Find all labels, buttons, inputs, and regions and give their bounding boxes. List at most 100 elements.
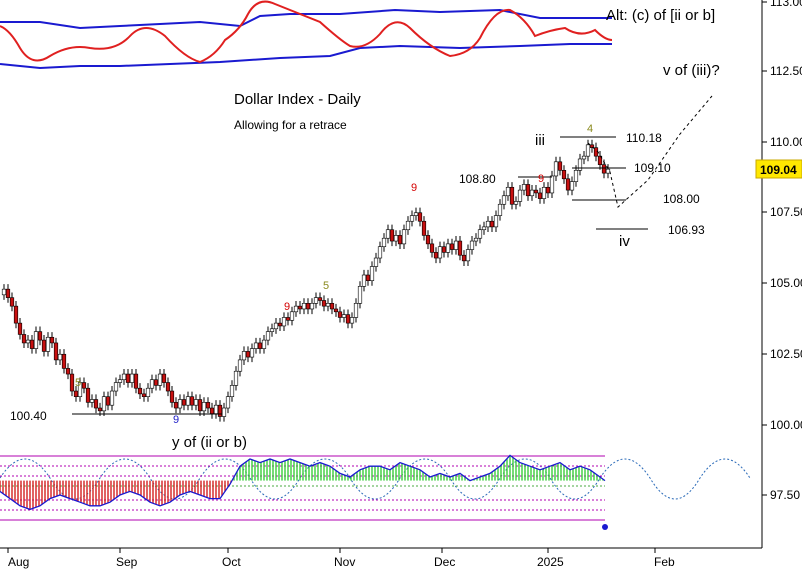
x-tick-label: Sep <box>116 555 138 569</box>
candle-body <box>481 226 487 231</box>
x-axis-ticks: Aug Sep Oct Nov Dec 2025 Feb <box>7 548 675 569</box>
candle-body <box>577 158 583 171</box>
candle-body <box>429 243 435 253</box>
candle-body <box>213 404 219 414</box>
level-110-18: 110.18 <box>626 131 662 145</box>
candle-body <box>25 339 31 344</box>
candle-body <box>253 342 259 349</box>
candle-body <box>237 359 243 372</box>
level-106-93: 106.93 <box>668 223 705 237</box>
wave-y-label: y of (ii or b) <box>172 434 247 451</box>
candle-body <box>421 220 427 236</box>
candle-body <box>549 175 555 194</box>
candle-body <box>129 373 135 383</box>
candle-body <box>121 373 127 381</box>
candle-body <box>89 399 95 403</box>
candle-body <box>537 192 543 199</box>
candle-body <box>573 170 579 182</box>
candle-body <box>493 215 499 228</box>
candle-body <box>101 396 107 412</box>
candle-body <box>293 305 299 313</box>
candle-body <box>317 297 323 301</box>
candle-body <box>489 220 495 228</box>
candle-body <box>381 237 387 248</box>
candle-body <box>5 288 11 298</box>
count-9-nov: 9 <box>411 182 417 194</box>
candle-body <box>181 399 187 406</box>
candle-body <box>85 387 91 403</box>
candle-body <box>53 342 59 361</box>
candle-body <box>505 186 511 197</box>
candle-body <box>529 189 535 197</box>
candle-body <box>173 402 179 409</box>
projection-path <box>587 95 713 208</box>
candle-body <box>233 370 239 386</box>
candle-body <box>93 399 99 409</box>
candle-body <box>165 382 171 392</box>
candle-body <box>13 305 19 324</box>
candle-body <box>325 303 331 307</box>
candle-body <box>65 368 71 375</box>
count-9-sep: 9 <box>173 414 179 426</box>
candle-body <box>405 220 411 231</box>
x-tick-label: Feb <box>654 555 675 569</box>
candle-body <box>373 257 379 267</box>
chart-title: Dollar Index - Daily <box>234 91 361 108</box>
x-tick-label: Oct <box>222 555 241 569</box>
candle-body <box>541 186 547 199</box>
x-tick-label: Dec <box>434 555 455 569</box>
candle-body <box>337 311 343 318</box>
candle-body <box>177 399 183 409</box>
candle-body <box>389 229 395 242</box>
candle-body <box>45 336 51 352</box>
candle-body <box>585 144 591 157</box>
candle-body <box>125 373 131 383</box>
candle-body <box>269 328 275 332</box>
level-lines <box>72 136 648 415</box>
candle-body <box>205 402 211 409</box>
candle-body <box>457 240 463 256</box>
top-channel-indicator <box>0 0 613 70</box>
candle-body <box>401 229 407 245</box>
candle-body <box>357 286 363 304</box>
candle-body <box>485 220 491 228</box>
candle-body <box>433 252 439 259</box>
count-9-oct: 9 <box>284 301 290 313</box>
candle-body <box>345 314 351 324</box>
candle-body <box>153 379 159 386</box>
oscillator-line <box>0 454 606 511</box>
candle-body <box>601 164 607 174</box>
candle-body <box>361 274 367 287</box>
wave-4-label: 4 <box>587 123 593 135</box>
candle-body <box>385 229 391 239</box>
candle-body <box>145 387 151 397</box>
candle-body <box>49 336 55 344</box>
wave-iv-label: iv <box>619 233 630 250</box>
candle-body <box>201 402 207 412</box>
chart-subtitle: Allowing for a retrace <box>234 118 347 132</box>
candle-body <box>509 186 515 205</box>
candle-body <box>461 254 467 262</box>
candle-body <box>349 317 355 324</box>
candle-body <box>221 407 227 417</box>
candle-body <box>29 339 35 349</box>
candle-body <box>193 399 199 406</box>
y-tick-label: 100.00 <box>770 418 802 432</box>
candle-body <box>249 348 255 358</box>
candle-body <box>369 266 375 281</box>
cycle-wave <box>0 458 751 530</box>
last-price-badge: 109.04 <box>755 159 802 179</box>
candle-body <box>561 170 567 180</box>
candle-body <box>553 161 559 177</box>
candle-body <box>393 235 399 242</box>
candle-body <box>217 404 223 417</box>
candle-body <box>61 353 67 369</box>
candle-body <box>333 308 339 313</box>
oscillator-histogram <box>0 455 604 510</box>
candle-body <box>1 288 7 296</box>
candle-body <box>21 334 27 344</box>
candle-body <box>581 155 587 160</box>
candle-body <box>441 246 447 253</box>
candle-body <box>517 189 523 202</box>
candle-body <box>37 331 43 341</box>
